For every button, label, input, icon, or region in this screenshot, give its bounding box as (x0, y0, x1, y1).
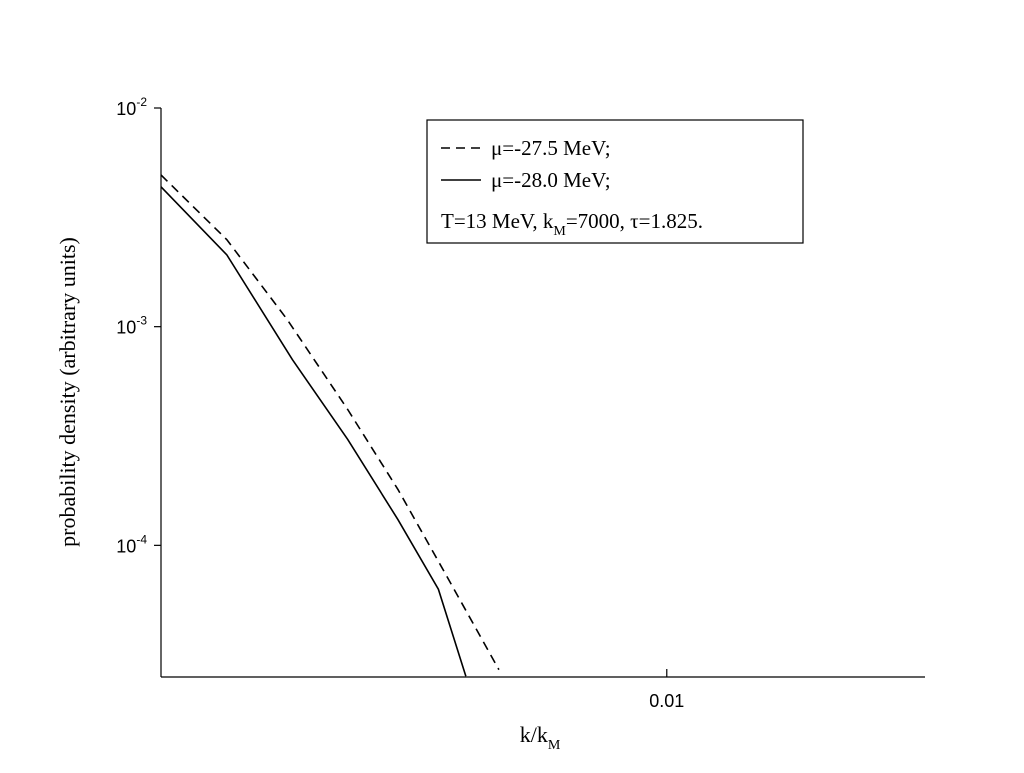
x-axis-label: k/kM (520, 722, 561, 753)
y-tick-label: 10-2 (116, 95, 147, 119)
y-tick-exp: -2 (136, 95, 147, 109)
y-axis-label: probability density (arbitrary units) (55, 237, 80, 547)
annotation-sub: M (553, 224, 566, 239)
x-tick-label: 0.01 (649, 691, 684, 711)
legend-label: μ=-27.5 MeV; (491, 136, 611, 160)
y-tick-label: 10-3 (116, 314, 147, 338)
annotation: T=13 MeV, kM=7000, τ=1.825. (441, 209, 703, 239)
x-label-sub: M (548, 738, 561, 753)
annotation-part: =7000, τ=1.825. (566, 209, 703, 233)
annotation-part: T=13 MeV, k (441, 209, 554, 233)
y-tick-base: 10 (116, 99, 136, 119)
series-line (160, 174, 500, 671)
series-line (160, 186, 467, 677)
y-tick-base: 10 (116, 318, 136, 338)
x-label-main: k/k (520, 722, 548, 747)
y-tick-exp: -4 (136, 532, 147, 546)
legend-label: μ=-28.0 MeV; (491, 168, 611, 192)
y-tick-label: 10-4 (116, 532, 147, 556)
legend-box (426, 119, 804, 244)
y-tick-base: 10 (116, 536, 136, 556)
y-tick-exp: -3 (136, 314, 147, 328)
